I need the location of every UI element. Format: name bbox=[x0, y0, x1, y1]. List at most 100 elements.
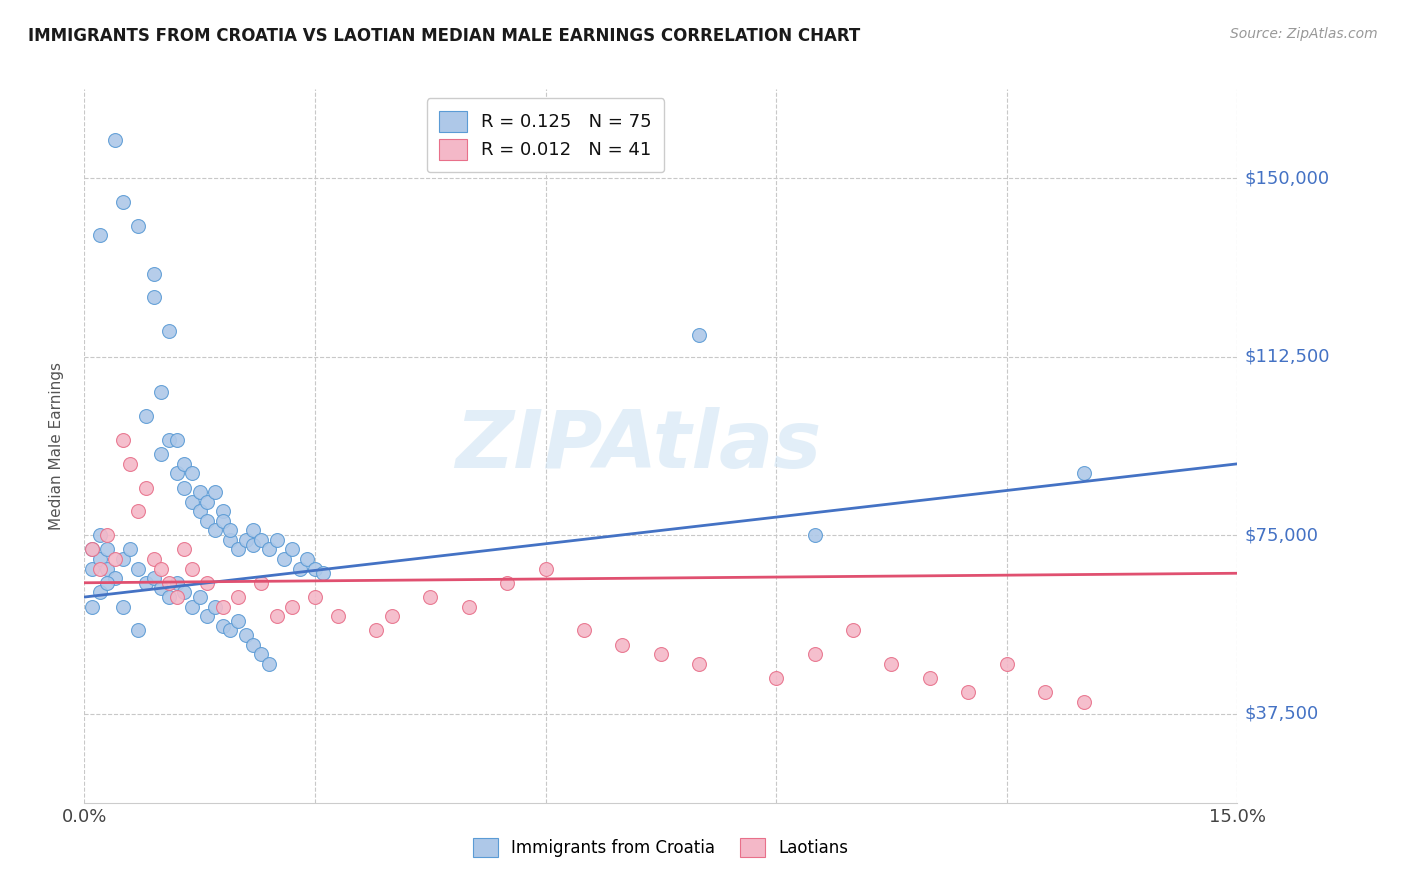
Text: $112,500: $112,500 bbox=[1244, 348, 1330, 366]
Point bbox=[104, 552, 127, 566]
Point bbox=[150, 385, 173, 400]
Point bbox=[918, 671, 941, 685]
Point bbox=[150, 447, 173, 461]
Point bbox=[211, 514, 233, 528]
Point bbox=[89, 552, 111, 566]
Point bbox=[173, 542, 195, 557]
Text: $75,000: $75,000 bbox=[1244, 526, 1319, 544]
Point bbox=[803, 647, 825, 661]
Point bbox=[211, 504, 233, 518]
Text: $37,500: $37,500 bbox=[1244, 705, 1319, 723]
Point bbox=[111, 433, 134, 447]
Point bbox=[80, 561, 103, 575]
Point bbox=[157, 575, 180, 590]
Point bbox=[242, 638, 264, 652]
Point bbox=[297, 552, 319, 566]
Point bbox=[688, 657, 710, 671]
Point bbox=[419, 590, 441, 604]
Point bbox=[89, 561, 111, 575]
Point bbox=[880, 657, 903, 671]
Point bbox=[235, 533, 257, 547]
Point bbox=[135, 575, 157, 590]
Point bbox=[173, 481, 195, 495]
Point bbox=[650, 647, 672, 661]
Point bbox=[166, 467, 188, 481]
Point bbox=[266, 609, 288, 624]
Point bbox=[765, 671, 787, 685]
Point bbox=[135, 481, 157, 495]
Point bbox=[235, 628, 257, 642]
Point bbox=[204, 524, 226, 538]
Point bbox=[311, 566, 333, 581]
Point bbox=[534, 561, 557, 575]
Point bbox=[166, 433, 188, 447]
Point bbox=[204, 485, 226, 500]
Point bbox=[612, 638, 634, 652]
Point bbox=[288, 561, 311, 575]
Point bbox=[104, 133, 127, 147]
Point bbox=[250, 647, 273, 661]
Point bbox=[572, 624, 595, 638]
Point bbox=[142, 267, 165, 281]
Point bbox=[127, 219, 149, 233]
Point bbox=[188, 504, 211, 518]
Point bbox=[127, 504, 149, 518]
Point bbox=[195, 514, 218, 528]
Point bbox=[219, 624, 242, 638]
Point bbox=[226, 542, 249, 557]
Point bbox=[257, 542, 280, 557]
Point bbox=[89, 528, 111, 542]
Text: Source: ZipAtlas.com: Source: ZipAtlas.com bbox=[1230, 27, 1378, 41]
Point bbox=[1033, 685, 1056, 699]
Point bbox=[127, 561, 149, 575]
Point bbox=[957, 685, 980, 699]
Point bbox=[803, 528, 825, 542]
Point bbox=[181, 467, 204, 481]
Text: ZIPAtlas: ZIPAtlas bbox=[454, 407, 821, 485]
Point bbox=[250, 533, 273, 547]
Point bbox=[89, 585, 111, 599]
Point bbox=[457, 599, 479, 614]
Point bbox=[104, 571, 127, 585]
Point bbox=[111, 195, 134, 210]
Point bbox=[157, 324, 180, 338]
Point bbox=[173, 585, 195, 599]
Point bbox=[250, 575, 273, 590]
Point bbox=[80, 599, 103, 614]
Y-axis label: Median Male Earnings: Median Male Earnings bbox=[49, 362, 63, 530]
Point bbox=[80, 542, 103, 557]
Point bbox=[281, 542, 304, 557]
Point bbox=[96, 561, 118, 575]
Point bbox=[96, 528, 118, 542]
Point bbox=[204, 599, 226, 614]
Point bbox=[219, 524, 242, 538]
Point bbox=[111, 552, 134, 566]
Point bbox=[142, 290, 165, 304]
Point bbox=[80, 542, 103, 557]
Point bbox=[688, 328, 710, 343]
Point bbox=[842, 624, 865, 638]
Point bbox=[266, 533, 288, 547]
Point bbox=[366, 624, 388, 638]
Point bbox=[195, 495, 218, 509]
Point bbox=[166, 590, 188, 604]
Point bbox=[496, 575, 519, 590]
Point bbox=[1073, 695, 1095, 709]
Point bbox=[381, 609, 404, 624]
Point bbox=[281, 599, 304, 614]
Point bbox=[120, 457, 142, 471]
Point bbox=[166, 575, 188, 590]
Point bbox=[96, 575, 118, 590]
Point bbox=[188, 485, 211, 500]
Point bbox=[135, 409, 157, 424]
Point bbox=[150, 581, 173, 595]
Text: $150,000: $150,000 bbox=[1244, 169, 1330, 187]
Point bbox=[173, 457, 195, 471]
Point bbox=[96, 542, 118, 557]
Point bbox=[257, 657, 280, 671]
Point bbox=[211, 618, 233, 632]
Point bbox=[304, 590, 326, 604]
Text: IMMIGRANTS FROM CROATIA VS LAOTIAN MEDIAN MALE EARNINGS CORRELATION CHART: IMMIGRANTS FROM CROATIA VS LAOTIAN MEDIA… bbox=[28, 27, 860, 45]
Point bbox=[304, 561, 326, 575]
Point bbox=[150, 561, 173, 575]
